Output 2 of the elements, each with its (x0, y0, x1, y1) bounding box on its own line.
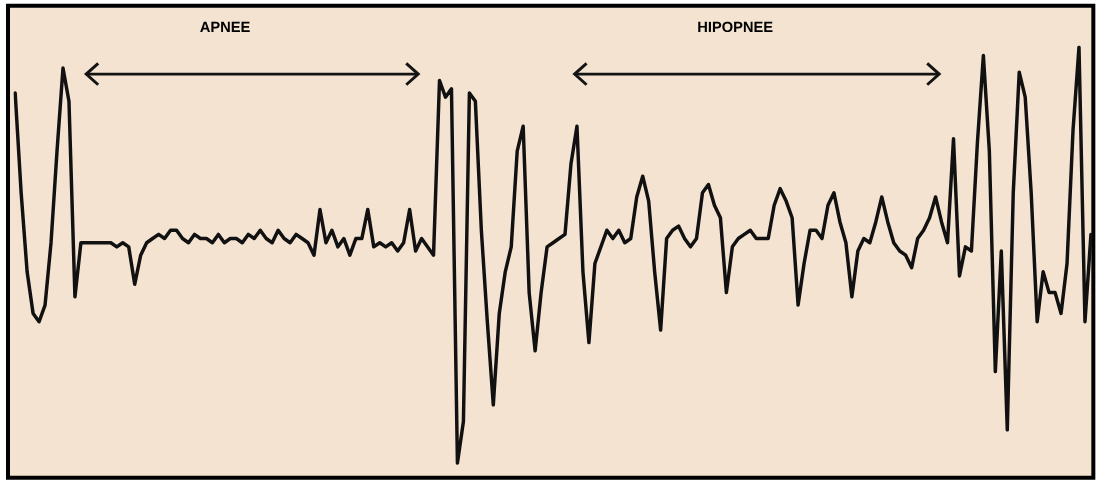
text: HIPOPNEE (698, 21, 773, 33)
text: APNEE (200, 21, 250, 32)
